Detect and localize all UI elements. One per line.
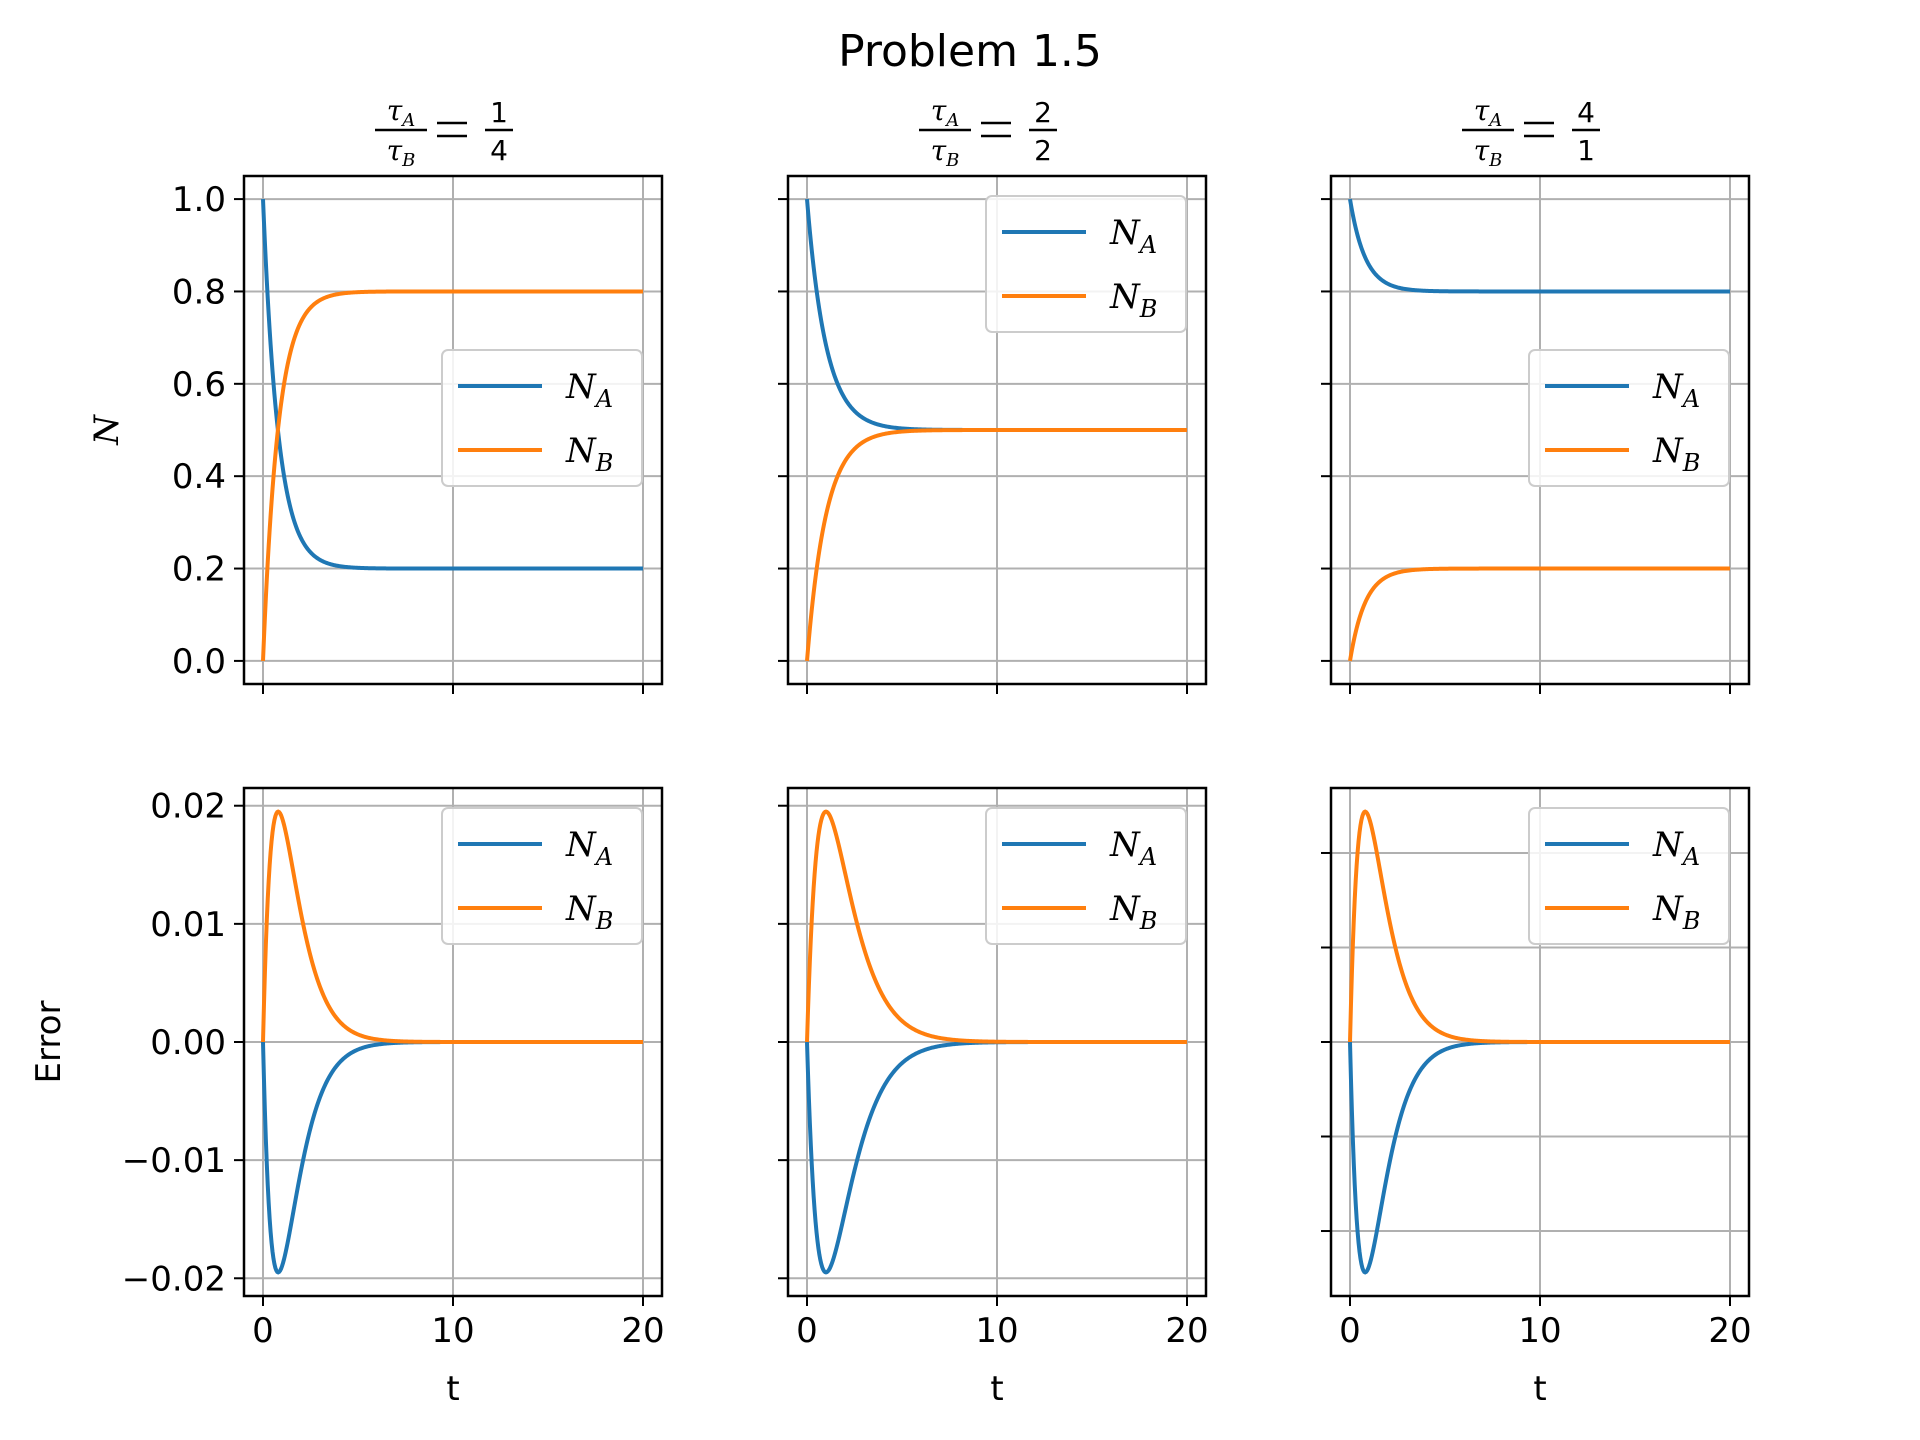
y-axis-label: Error <box>29 1001 69 1084</box>
legend: NA NB <box>441 807 643 945</box>
ticks <box>1321 198 1731 694</box>
series-legend-label: NA <box>565 367 613 413</box>
panels: 0.00.20.40.60.81.0NτAτB14NANBτAτB22NANBτ… <box>29 94 1752 1409</box>
x-axis-label: t <box>990 1369 1003 1409</box>
ticks <box>778 198 1188 694</box>
title-ratio-denominator: 1 <box>1577 134 1595 167</box>
y-tick-label: 0.00 <box>150 1023 226 1063</box>
x-tick-label: 20 <box>1708 1311 1751 1351</box>
title-numerator: τA <box>931 94 960 131</box>
y-axis-label: N <box>87 414 127 446</box>
y-tick-label: 0.2 <box>172 550 226 590</box>
x-tick-label: 10 <box>1518 1311 1561 1351</box>
title-ratio-denominator: 2 <box>1034 134 1052 167</box>
legend: NA NB <box>985 195 1187 333</box>
series-legend-label: NB <box>1652 431 1700 477</box>
series-legend-label: NA <box>565 825 613 871</box>
ticks: 0 10 20 <box>778 804 1209 1351</box>
x-tick-label: 0 <box>796 1311 818 1351</box>
x-axis-label: t <box>446 1369 459 1409</box>
legend: NA NB <box>1528 807 1730 945</box>
x-axis-label: t <box>1533 1369 1546 1409</box>
ticks: 0 10 20 <box>1321 851 1752 1351</box>
series-legend-label: NB <box>565 431 613 477</box>
series-legend-label: NB <box>565 889 613 935</box>
series-line-nb <box>805 428 1187 662</box>
x-tick-label: 10 <box>975 1311 1018 1351</box>
ticks: 0.0 0.2 0.4 0.6 0.8 1.0 <box>172 180 644 694</box>
y-tick-label: 0.8 <box>172 272 226 312</box>
y-tick-label: 1.0 <box>172 180 226 220</box>
series-legend-label: NA <box>1652 367 1700 413</box>
title-ratio-numerator: 4 <box>1577 96 1595 129</box>
subplot-bottom-middle: 0 10 20 t NA NB <box>778 786 1209 1409</box>
series-legend-label: NB <box>1109 889 1157 935</box>
series-line-nb <box>261 809 643 1044</box>
subplot-bottom-left: 0 10 20 −0.02 −0.01 0.00 0.01 0.02 t Error NA NB <box>29 787 665 1409</box>
series-legend-label: NA <box>1109 825 1157 871</box>
series-legend-label: NB <box>1652 889 1700 935</box>
series-line-nb <box>1348 809 1730 1044</box>
title-numerator: τA <box>387 94 416 131</box>
y-tick-label: −0.02 <box>122 1259 226 1299</box>
x-tick-label: 0 <box>252 1311 274 1351</box>
legend: NA NB <box>441 349 643 487</box>
title-numerator: τA <box>1474 94 1503 131</box>
legend: NA NB <box>1528 349 1730 487</box>
y-tick-label: 0.0 <box>172 642 226 682</box>
ticks: 0 10 20 −0.02 −0.01 0.00 0.01 0.02 <box>122 787 665 1351</box>
title-ratio-denominator: 4 <box>490 134 508 167</box>
series-line-nb <box>1348 566 1730 662</box>
x-tick-label: 10 <box>431 1311 474 1351</box>
y-tick-label: 0.6 <box>172 365 226 405</box>
y-tick-label: 0.02 <box>150 787 226 827</box>
title-denominator: τB <box>931 134 960 171</box>
x-tick-label: 20 <box>1165 1311 1208 1351</box>
series-line-nb <box>261 289 643 661</box>
title-ratio-numerator: 2 <box>1034 96 1052 129</box>
series-line-na <box>261 199 643 571</box>
title-ratio-numerator: 1 <box>490 96 508 129</box>
y-tick-label: 0.4 <box>172 457 226 497</box>
figure-suptitle: Problem 1.5 <box>838 26 1102 77</box>
legend: NA NB <box>985 807 1187 945</box>
title-denominator: τB <box>1474 134 1503 171</box>
x-tick-label: 20 <box>621 1311 664 1351</box>
series-legend-label: NB <box>1109 277 1157 323</box>
y-tick-label: 0.01 <box>150 905 226 945</box>
y-tick-label: −0.01 <box>122 1141 226 1181</box>
series-legend-label: NA <box>1109 213 1157 259</box>
x-tick-label: 0 <box>1339 1311 1361 1351</box>
series-line-na <box>1348 198 1730 294</box>
series-line-nb <box>805 809 1187 1044</box>
series-legend-label: NA <box>1652 825 1700 871</box>
subplot-bottom-right: 0 10 20 t NA NB <box>1321 786 1752 1409</box>
title-denominator: τB <box>387 134 416 171</box>
